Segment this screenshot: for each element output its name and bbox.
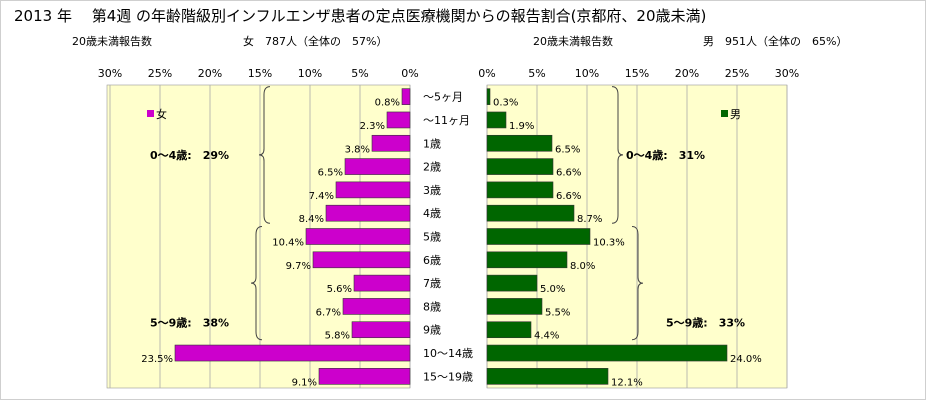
left-tick-label: 25% [148, 67, 172, 80]
category-label: 7歳 [423, 277, 441, 290]
left-bar [401, 88, 411, 105]
category-label: 8歳 [423, 300, 441, 313]
left-bar [342, 298, 411, 315]
category-label: 1歳 [423, 137, 441, 150]
left-bar [305, 228, 411, 245]
right-bar [486, 228, 591, 245]
left-legend-swatch [147, 110, 154, 117]
left-tick-label: 10% [298, 67, 322, 80]
left-data-label: 2.3% [360, 121, 385, 132]
category-label: 6歳 [423, 254, 441, 267]
right-bar [486, 204, 575, 222]
right-bar [486, 134, 553, 152]
left-bar [318, 368, 411, 385]
left-data-label: 23.5% [141, 354, 173, 365]
category-label: 15〜19歳 [423, 370, 473, 383]
right-data-label: 24.0% [730, 354, 762, 365]
left-bar [335, 181, 411, 199]
left-data-label: 8.4% [299, 214, 324, 225]
chart-title: 2013 年 第4週 の年齢階級別インフルエンザ患者の定点医療機関からの報告割合… [14, 7, 706, 25]
left-tick-label: 30% [98, 67, 122, 80]
right-data-label: 6.5% [555, 144, 580, 155]
left-bar [353, 274, 411, 292]
right-header-summary: 男 951人（全体の 65%） [703, 34, 847, 48]
left-tick-label: 5% [351, 67, 368, 80]
left-data-label: 6.5% [318, 168, 343, 179]
category-label: 〜5ヶ月 [423, 91, 463, 104]
right-tick-label: 30% [775, 67, 799, 80]
left-data-label: 7.4% [309, 191, 334, 202]
left-data-label: 9.7% [286, 261, 311, 272]
right-group-label: 0〜4歳: 31% [626, 148, 705, 162]
right-bar [486, 368, 609, 385]
left-bar [386, 111, 411, 129]
right-data-label: 8.0% [570, 261, 595, 272]
right-legend-label: 男 [730, 108, 741, 121]
left-group-label: 5〜9歳: 38% [150, 316, 229, 330]
left-header-summary: 女 787人（全体の 57%） [243, 34, 387, 48]
left-bar [312, 251, 411, 269]
right-tick-label: 20% [675, 67, 699, 80]
right-header-label: 20歳未満報告数 [533, 35, 613, 48]
left-tick-label: 0% [401, 67, 418, 80]
right-data-label: 6.6% [556, 191, 581, 202]
left-data-label: 9.1% [292, 377, 317, 388]
left-bar [325, 204, 411, 222]
right-tick-label: 25% [725, 67, 749, 80]
left-header-label: 20歳未満報告数 [72, 35, 152, 48]
right-tick-label: 5% [528, 67, 545, 80]
category-label: 10〜14歳 [423, 347, 473, 360]
right-bar [486, 111, 507, 129]
right-bar [486, 158, 554, 175]
right-bar [486, 344, 728, 362]
category-label: 〜11ヶ月 [423, 114, 470, 127]
right-bar [486, 88, 491, 105]
right-bar [486, 321, 532, 339]
left-data-label: 6.7% [316, 307, 341, 318]
left-legend-label: 女 [156, 107, 167, 121]
right-group-brace [611, 86, 624, 224]
right-data-label: 10.3% [593, 238, 625, 249]
right-group-label: 5〜9歳: 33% [666, 316, 745, 330]
right-tick-label: 10% [575, 67, 599, 80]
right-data-label: 12.1% [611, 377, 643, 388]
right-data-label: 5.5% [545, 307, 570, 318]
left-group-label: 0〜4歳: 29% [150, 148, 229, 162]
right-bar [486, 251, 568, 269]
right-data-label: 1.9% [509, 121, 534, 132]
left-data-label: 5.8% [325, 331, 350, 342]
right-group-brace [631, 226, 644, 341]
right-bar [486, 298, 543, 315]
left-tick-label: 15% [248, 67, 272, 80]
left-data-label: 10.4% [272, 238, 304, 249]
left-bar [344, 158, 411, 175]
left-bar [351, 321, 411, 339]
left-group-brace [258, 86, 271, 224]
right-tick-label: 0% [478, 67, 495, 80]
right-data-label: 5.0% [540, 284, 565, 295]
right-data-label: 0.3% [493, 98, 518, 109]
right-bar [486, 181, 554, 199]
category-label: 3歳 [423, 184, 441, 197]
left-tick-label: 20% [198, 67, 222, 80]
left-data-label: 0.8% [375, 98, 400, 109]
left-bar [174, 344, 411, 362]
right-data-label: 4.4% [534, 331, 559, 342]
chart-layer: 30% 25% 20% 15% 10% 5% 0% 0.8% 2.3% 3.8% 6.5% 7.4% 8… [98, 67, 799, 388]
right-data-label: 8.7% [577, 214, 602, 225]
right-data-label: 6.6% [556, 168, 581, 179]
right-legend-swatch [721, 110, 728, 117]
left-bar [371, 134, 411, 152]
category-label: 9歳 [423, 324, 441, 337]
category-label: 2歳 [423, 161, 441, 174]
category-label: 4歳 [423, 207, 441, 220]
right-tick-label: 15% [625, 67, 649, 80]
left-data-label: 3.8% [345, 144, 370, 155]
left-data-label: 5.6% [327, 284, 352, 295]
left-group-brace [250, 226, 263, 341]
category-label: 5歳 [423, 231, 441, 244]
right-bar [486, 274, 538, 292]
